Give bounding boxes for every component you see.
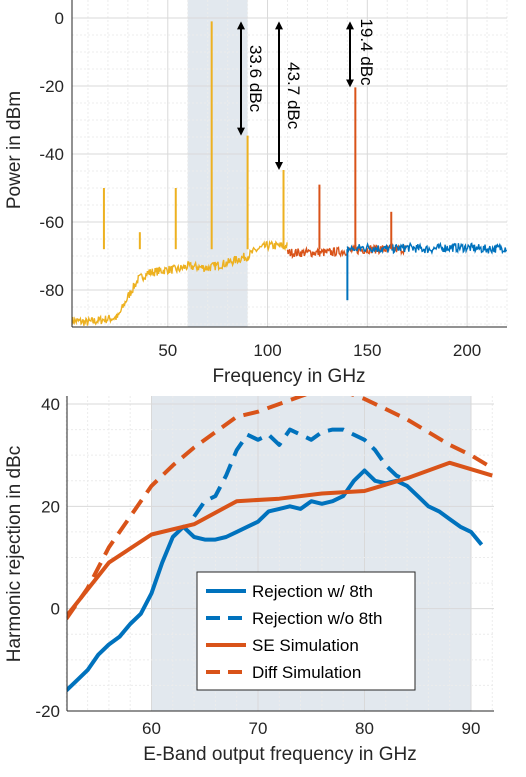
top-axes: 50 100 150 200 0 -20 -40 -60 -80 (39, 0, 507, 360)
bottom-y-tick-label: 0 (51, 600, 60, 619)
legend-label: Rejection w/o 8th (252, 609, 382, 628)
top-y-tick-label: -40 (39, 145, 64, 164)
top-grid (72, 0, 508, 327)
series-diff-simulation (67, 396, 494, 621)
top-shaded-band (187, 0, 248, 327)
noise-floor-segment-1 (72, 239, 288, 326)
legend-label: Diff Simulation (252, 663, 361, 682)
bottom-x-tick-label: 90 (462, 719, 481, 738)
top-x-tick-label: 200 (453, 341, 481, 360)
top-plot-area (72, 21, 507, 326)
rejection-label-3: 19.4 dBc (357, 18, 376, 86)
top-x-tick-label: 100 (253, 341, 281, 360)
bottom-y-axis-label: Harmonic rejection in dBc (4, 446, 25, 662)
top-y-axis-label: Power in dBm (4, 91, 25, 209)
rejection-label-1: 33.6 dBc (246, 45, 265, 113)
top-y-tick-label: -20 (39, 77, 64, 96)
spectrum-chart: 50 100 150 200 0 -20 -40 -60 -80 33.6 dBc 43.7 dB… (4, 0, 508, 387)
bottom-y-tick-label: -20 (35, 702, 60, 721)
bottom-x-tick-label: 80 (355, 719, 374, 738)
top-x-tick-label: 150 (353, 341, 381, 360)
top-x-axis-label: Frequency in GHz (212, 366, 365, 387)
top-x-tick-label: 50 (158, 341, 177, 360)
top-annotations: 33.6 dBc 43.7 dBc 19.4 dBc (237, 18, 376, 170)
top-y-tick-label: 0 (55, 9, 64, 28)
bottom-x-tick-label: 60 (142, 719, 161, 738)
bottom-y-tick-label: 20 (41, 497, 60, 516)
top-y-tick-label: -80 (39, 281, 64, 300)
noise-floor-segment-3 (346, 241, 507, 255)
bottom-plot-area (67, 396, 494, 692)
series-rejection-w-o-8th (192, 427, 408, 518)
series-se-simulation (67, 460, 493, 618)
legend-label: Rejection w/ 8th (252, 582, 373, 601)
legend: Rejection w/ 8th Rejection w/o 8th SE Simu… (196, 571, 416, 691)
series-rejection-w-8th (67, 468, 484, 692)
top-highlight-band (187, 0, 248, 327)
top-y-tick-label: -60 (39, 213, 64, 232)
bottom-x-tick-label: 70 (249, 719, 268, 738)
bottom-axes: 60 70 80 90 40 20 0 -20 (35, 395, 494, 738)
bottom-y-tick-label: 40 (41, 395, 60, 414)
rejection-label-2: 43.7 dBc (284, 62, 303, 130)
legend-label: SE Simulation (252, 636, 359, 655)
bottom-x-axis-label: E-Band output frequency in GHz (143, 744, 417, 765)
